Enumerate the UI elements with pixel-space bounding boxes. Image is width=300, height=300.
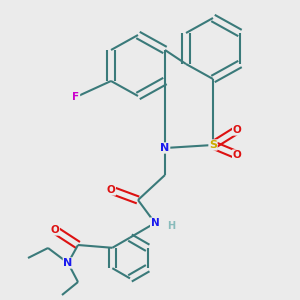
Text: F: F bbox=[72, 92, 80, 102]
Text: O: O bbox=[106, 185, 116, 195]
Text: O: O bbox=[232, 125, 242, 135]
Text: N: N bbox=[151, 218, 159, 228]
Text: H: H bbox=[167, 221, 175, 231]
Text: O: O bbox=[232, 150, 242, 160]
Text: N: N bbox=[63, 258, 73, 268]
Text: N: N bbox=[160, 143, 169, 153]
Text: S: S bbox=[209, 140, 217, 150]
Text: O: O bbox=[51, 225, 59, 235]
